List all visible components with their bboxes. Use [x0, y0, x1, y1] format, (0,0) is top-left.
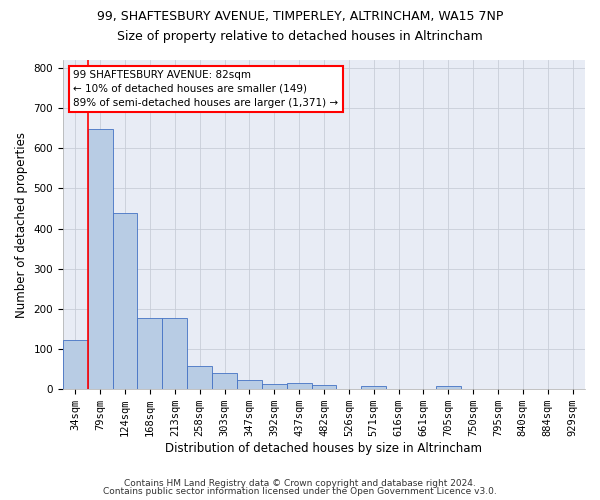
- Bar: [88, 129, 113, 389]
- Bar: [237, 380, 262, 389]
- Bar: [311, 385, 337, 389]
- Bar: [63, 340, 88, 389]
- Text: Contains public sector information licensed under the Open Government Licence v3: Contains public sector information licen…: [103, 487, 497, 496]
- Bar: [436, 386, 461, 389]
- Text: Size of property relative to detached houses in Altrincham: Size of property relative to detached ho…: [117, 30, 483, 43]
- Bar: [113, 212, 137, 389]
- Text: Contains HM Land Registry data © Crown copyright and database right 2024.: Contains HM Land Registry data © Crown c…: [124, 478, 476, 488]
- Bar: [287, 383, 311, 389]
- Text: 99 SHAFTESBURY AVENUE: 82sqm
← 10% of detached houses are smaller (149)
89% of s: 99 SHAFTESBURY AVENUE: 82sqm ← 10% of de…: [73, 70, 338, 108]
- Bar: [262, 384, 287, 389]
- Bar: [361, 386, 386, 389]
- Bar: [137, 318, 163, 389]
- Text: 99, SHAFTESBURY AVENUE, TIMPERLEY, ALTRINCHAM, WA15 7NP: 99, SHAFTESBURY AVENUE, TIMPERLEY, ALTRI…: [97, 10, 503, 23]
- Bar: [212, 373, 237, 389]
- Y-axis label: Number of detached properties: Number of detached properties: [15, 132, 28, 318]
- Bar: [187, 366, 212, 389]
- Bar: [163, 318, 187, 389]
- X-axis label: Distribution of detached houses by size in Altrincham: Distribution of detached houses by size …: [166, 442, 482, 455]
